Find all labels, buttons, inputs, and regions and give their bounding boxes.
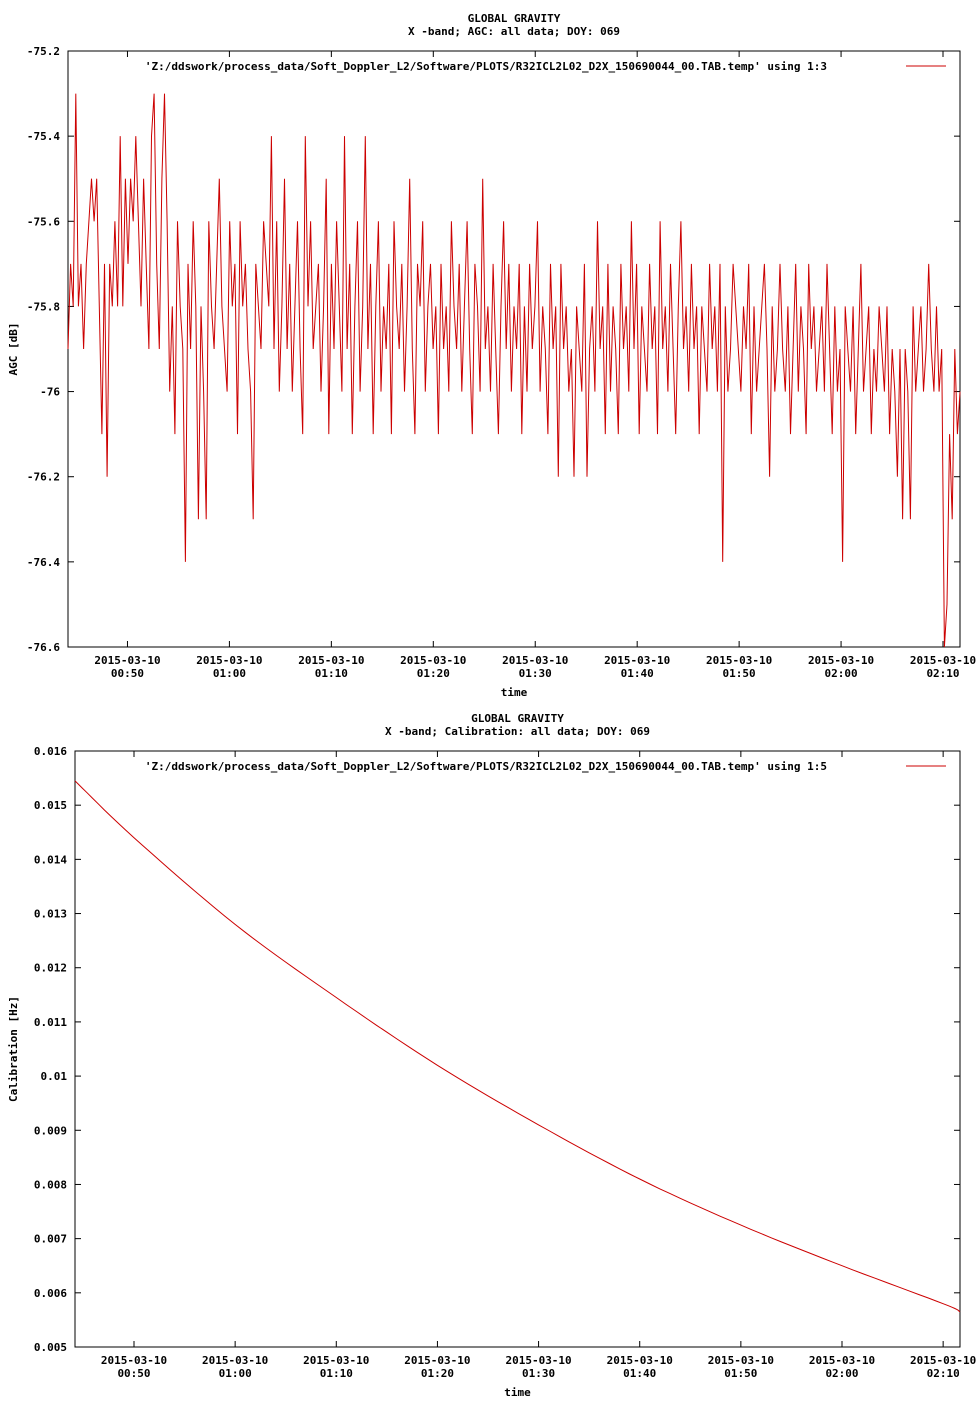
y-tick-label: 0.016 (34, 745, 67, 758)
x-tick-time: 01:20 (421, 1367, 454, 1380)
x-tick-date: 2015-03-10 (202, 1354, 268, 1367)
y-tick-label: -76.4 (27, 556, 60, 569)
x-tick-date: 2015-03-10 (502, 654, 568, 667)
chart-title: GLOBAL GRAVITY (468, 12, 561, 25)
y-tick-label: 0.012 (34, 962, 67, 975)
y-tick-label: -75.6 (27, 215, 60, 228)
y-tick-label: 0.014 (34, 853, 67, 866)
chart-subtitle: X -band; AGC: all data; DOY: 069 (408, 25, 620, 38)
x-tick-time: 01:00 (213, 667, 246, 680)
x-tick-date: 2015-03-10 (101, 1354, 167, 1367)
x-tick-date: 2015-03-10 (607, 1354, 673, 1367)
y-tick-label: -76 (40, 386, 60, 399)
plot-frame (74, 750, 961, 1348)
y-tick-label: 0.01 (41, 1070, 68, 1083)
y-tick-label: 0.011 (34, 1016, 67, 1029)
y-axis-label: Calibration [Hz] (7, 996, 20, 1102)
x-tick-time: 01:20 (417, 667, 450, 680)
y-tick-label: -76.6 (27, 641, 60, 654)
x-tick-time: 01:40 (623, 1367, 656, 1380)
x-tick-date: 2015-03-10 (303, 1354, 369, 1367)
y-tick-label: 0.013 (34, 908, 67, 921)
x-axis-label: time (504, 1386, 531, 1399)
x-tick-date: 2015-03-10 (809, 1354, 875, 1367)
x-tick-date: 2015-03-10 (808, 654, 874, 667)
x-tick-date: 2015-03-10 (196, 654, 262, 667)
x-tick-time: 01:40 (621, 667, 654, 680)
x-tick-time: 01:30 (519, 667, 552, 680)
y-tick-label: -76.2 (27, 471, 60, 484)
series-line (74, 780, 961, 1313)
x-tick-date: 2015-03-10 (505, 1354, 571, 1367)
x-tick-time: 02:00 (825, 1367, 858, 1380)
x-tick-time: 01:10 (320, 1367, 353, 1380)
y-tick-label: -75.2 (27, 45, 60, 58)
y-tick-label: 0.015 (34, 799, 67, 812)
x-tick-date: 2015-03-10 (94, 654, 160, 667)
x-tick-time: 01:50 (723, 667, 756, 680)
legend-label: 'Z:/ddswork/process_data/Soft_Doppler_L2… (145, 760, 827, 773)
x-tick-date: 2015-03-10 (298, 654, 364, 667)
x-tick-date: 2015-03-10 (910, 1354, 976, 1367)
y-tick-label: 0.005 (34, 1341, 67, 1354)
x-tick-date: 2015-03-10 (604, 654, 670, 667)
chart-subtitle: X -band; Calibration: all data; DOY: 069 (385, 725, 650, 738)
x-tick-time: 02:10 (927, 1367, 960, 1380)
y-tick-label: 0.007 (34, 1233, 67, 1246)
x-tick-date: 2015-03-10 (708, 1354, 774, 1367)
y-tick-label: 0.008 (34, 1178, 67, 1191)
chart-title: GLOBAL GRAVITY (471, 712, 564, 725)
y-tick-label: 0.006 (34, 1287, 67, 1300)
x-tick-time: 02:00 (825, 667, 858, 680)
x-tick-date: 2015-03-10 (404, 1354, 470, 1367)
x-tick-time: 01:30 (522, 1367, 555, 1380)
legend-label: 'Z:/ddswork/process_data/Soft_Doppler_L2… (145, 60, 827, 73)
x-tick-time: 02:10 (926, 667, 959, 680)
x-tick-time: 01:10 (315, 667, 348, 680)
x-tick-time: 00:50 (111, 667, 144, 680)
x-tick-date: 2015-03-10 (706, 654, 772, 667)
x-tick-date: 2015-03-10 (910, 654, 976, 667)
series-line (67, 93, 961, 648)
y-axis-label: AGC [dB] (7, 323, 20, 376)
x-tick-time: 01:50 (724, 1367, 757, 1380)
y-tick-label: 0.009 (34, 1124, 67, 1137)
x-tick-date: 2015-03-10 (400, 654, 466, 667)
x-axis-label: time (501, 686, 528, 699)
x-tick-time: 00:50 (117, 1367, 150, 1380)
y-tick-label: -75.4 (27, 130, 60, 143)
x-tick-time: 01:00 (219, 1367, 252, 1380)
y-tick-label: -75.8 (27, 300, 60, 313)
